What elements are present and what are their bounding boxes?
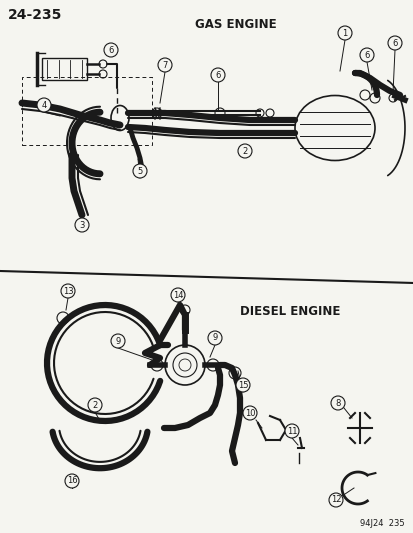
Circle shape bbox=[284, 424, 298, 438]
Text: 6: 6 bbox=[108, 45, 114, 54]
Circle shape bbox=[359, 48, 373, 62]
Text: 8: 8 bbox=[335, 399, 340, 408]
Circle shape bbox=[88, 398, 102, 412]
Text: 13: 13 bbox=[62, 287, 73, 295]
Circle shape bbox=[211, 68, 224, 82]
Bar bbox=[42, 58, 87, 80]
Circle shape bbox=[61, 284, 75, 298]
Circle shape bbox=[337, 26, 351, 40]
Text: 4: 4 bbox=[41, 101, 47, 109]
Circle shape bbox=[65, 474, 79, 488]
Text: DIESEL ENGINE: DIESEL ENGINE bbox=[240, 305, 339, 318]
Text: 2: 2 bbox=[242, 147, 247, 156]
Text: 2: 2 bbox=[92, 400, 97, 409]
Circle shape bbox=[237, 144, 252, 158]
Text: 6: 6 bbox=[363, 51, 369, 60]
Text: 3: 3 bbox=[79, 221, 85, 230]
Circle shape bbox=[242, 406, 256, 420]
Text: 12: 12 bbox=[330, 496, 340, 505]
Text: 94J24  235: 94J24 235 bbox=[359, 519, 404, 528]
Circle shape bbox=[111, 334, 125, 348]
Circle shape bbox=[330, 396, 344, 410]
Circle shape bbox=[158, 58, 171, 72]
Circle shape bbox=[235, 378, 249, 392]
Circle shape bbox=[75, 218, 89, 232]
Bar bbox=[22, 77, 152, 145]
Text: 16: 16 bbox=[66, 477, 77, 486]
Text: 6: 6 bbox=[392, 38, 397, 47]
Circle shape bbox=[207, 331, 221, 345]
Text: 11: 11 bbox=[286, 426, 297, 435]
Circle shape bbox=[387, 36, 401, 50]
Text: GAS ENGINE: GAS ENGINE bbox=[195, 18, 276, 31]
Text: 10: 10 bbox=[244, 408, 255, 417]
Text: 9: 9 bbox=[115, 336, 120, 345]
Text: 15: 15 bbox=[237, 381, 248, 390]
Text: 5: 5 bbox=[137, 166, 142, 175]
Text: 14: 14 bbox=[172, 290, 183, 300]
Circle shape bbox=[328, 493, 342, 507]
Text: 7: 7 bbox=[162, 61, 167, 69]
Circle shape bbox=[171, 288, 185, 302]
Text: 9: 9 bbox=[212, 334, 217, 343]
Circle shape bbox=[37, 98, 51, 112]
Text: 24-235: 24-235 bbox=[8, 8, 62, 22]
Text: 1: 1 bbox=[342, 28, 347, 37]
Circle shape bbox=[133, 164, 147, 178]
Circle shape bbox=[104, 43, 118, 57]
Text: 6: 6 bbox=[215, 70, 220, 79]
